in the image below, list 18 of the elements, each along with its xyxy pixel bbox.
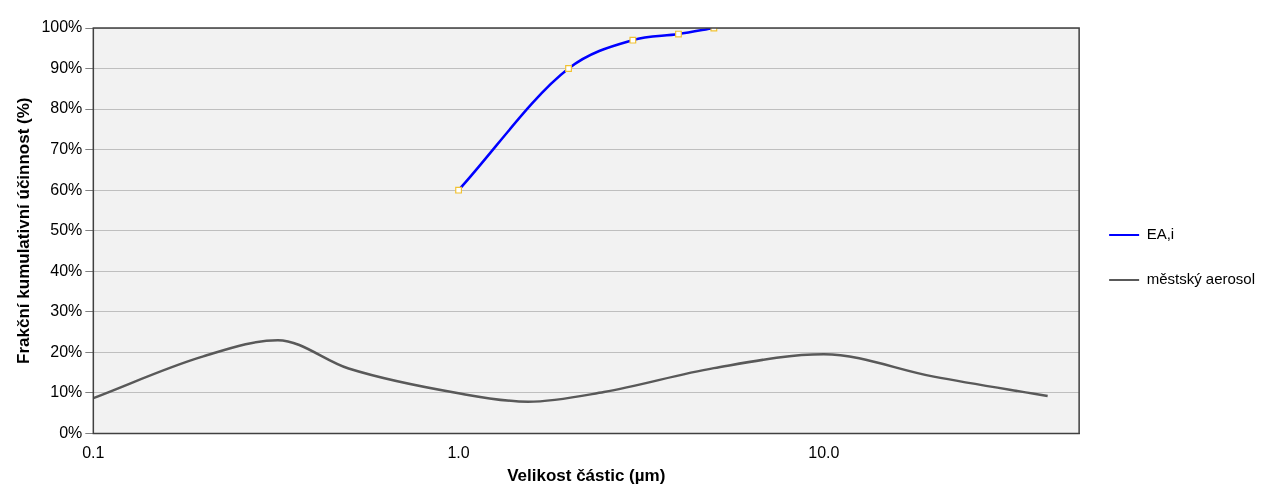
y-tick-label: 0% [59, 423, 83, 441]
y-axis-title: Frakční kumulativní účinnost (%) [13, 97, 33, 364]
y-tick-label: 40% [50, 261, 83, 279]
y-tick-label: 70% [50, 140, 83, 158]
y-tick-label: 80% [50, 99, 83, 117]
y-tick-label: 30% [50, 302, 83, 320]
x-axis-title: Velikost částic (µm) [507, 466, 666, 486]
y-tick-label: 10% [50, 383, 83, 401]
x-tick-label: 10.0 [808, 444, 840, 462]
legend-label: městský aerosol [1146, 270, 1256, 288]
y-tick-label: 100% [41, 18, 83, 36]
y-tick-label: 50% [50, 221, 83, 239]
y-tick-label: 90% [50, 58, 83, 76]
legend-label: EA,i [1146, 225, 1175, 243]
y-tick-label: 20% [50, 342, 83, 360]
y-tick-label: 60% [50, 180, 83, 198]
x-tick-label: 0.1 [82, 444, 105, 462]
x-tick-label: 1.0 [447, 444, 470, 462]
